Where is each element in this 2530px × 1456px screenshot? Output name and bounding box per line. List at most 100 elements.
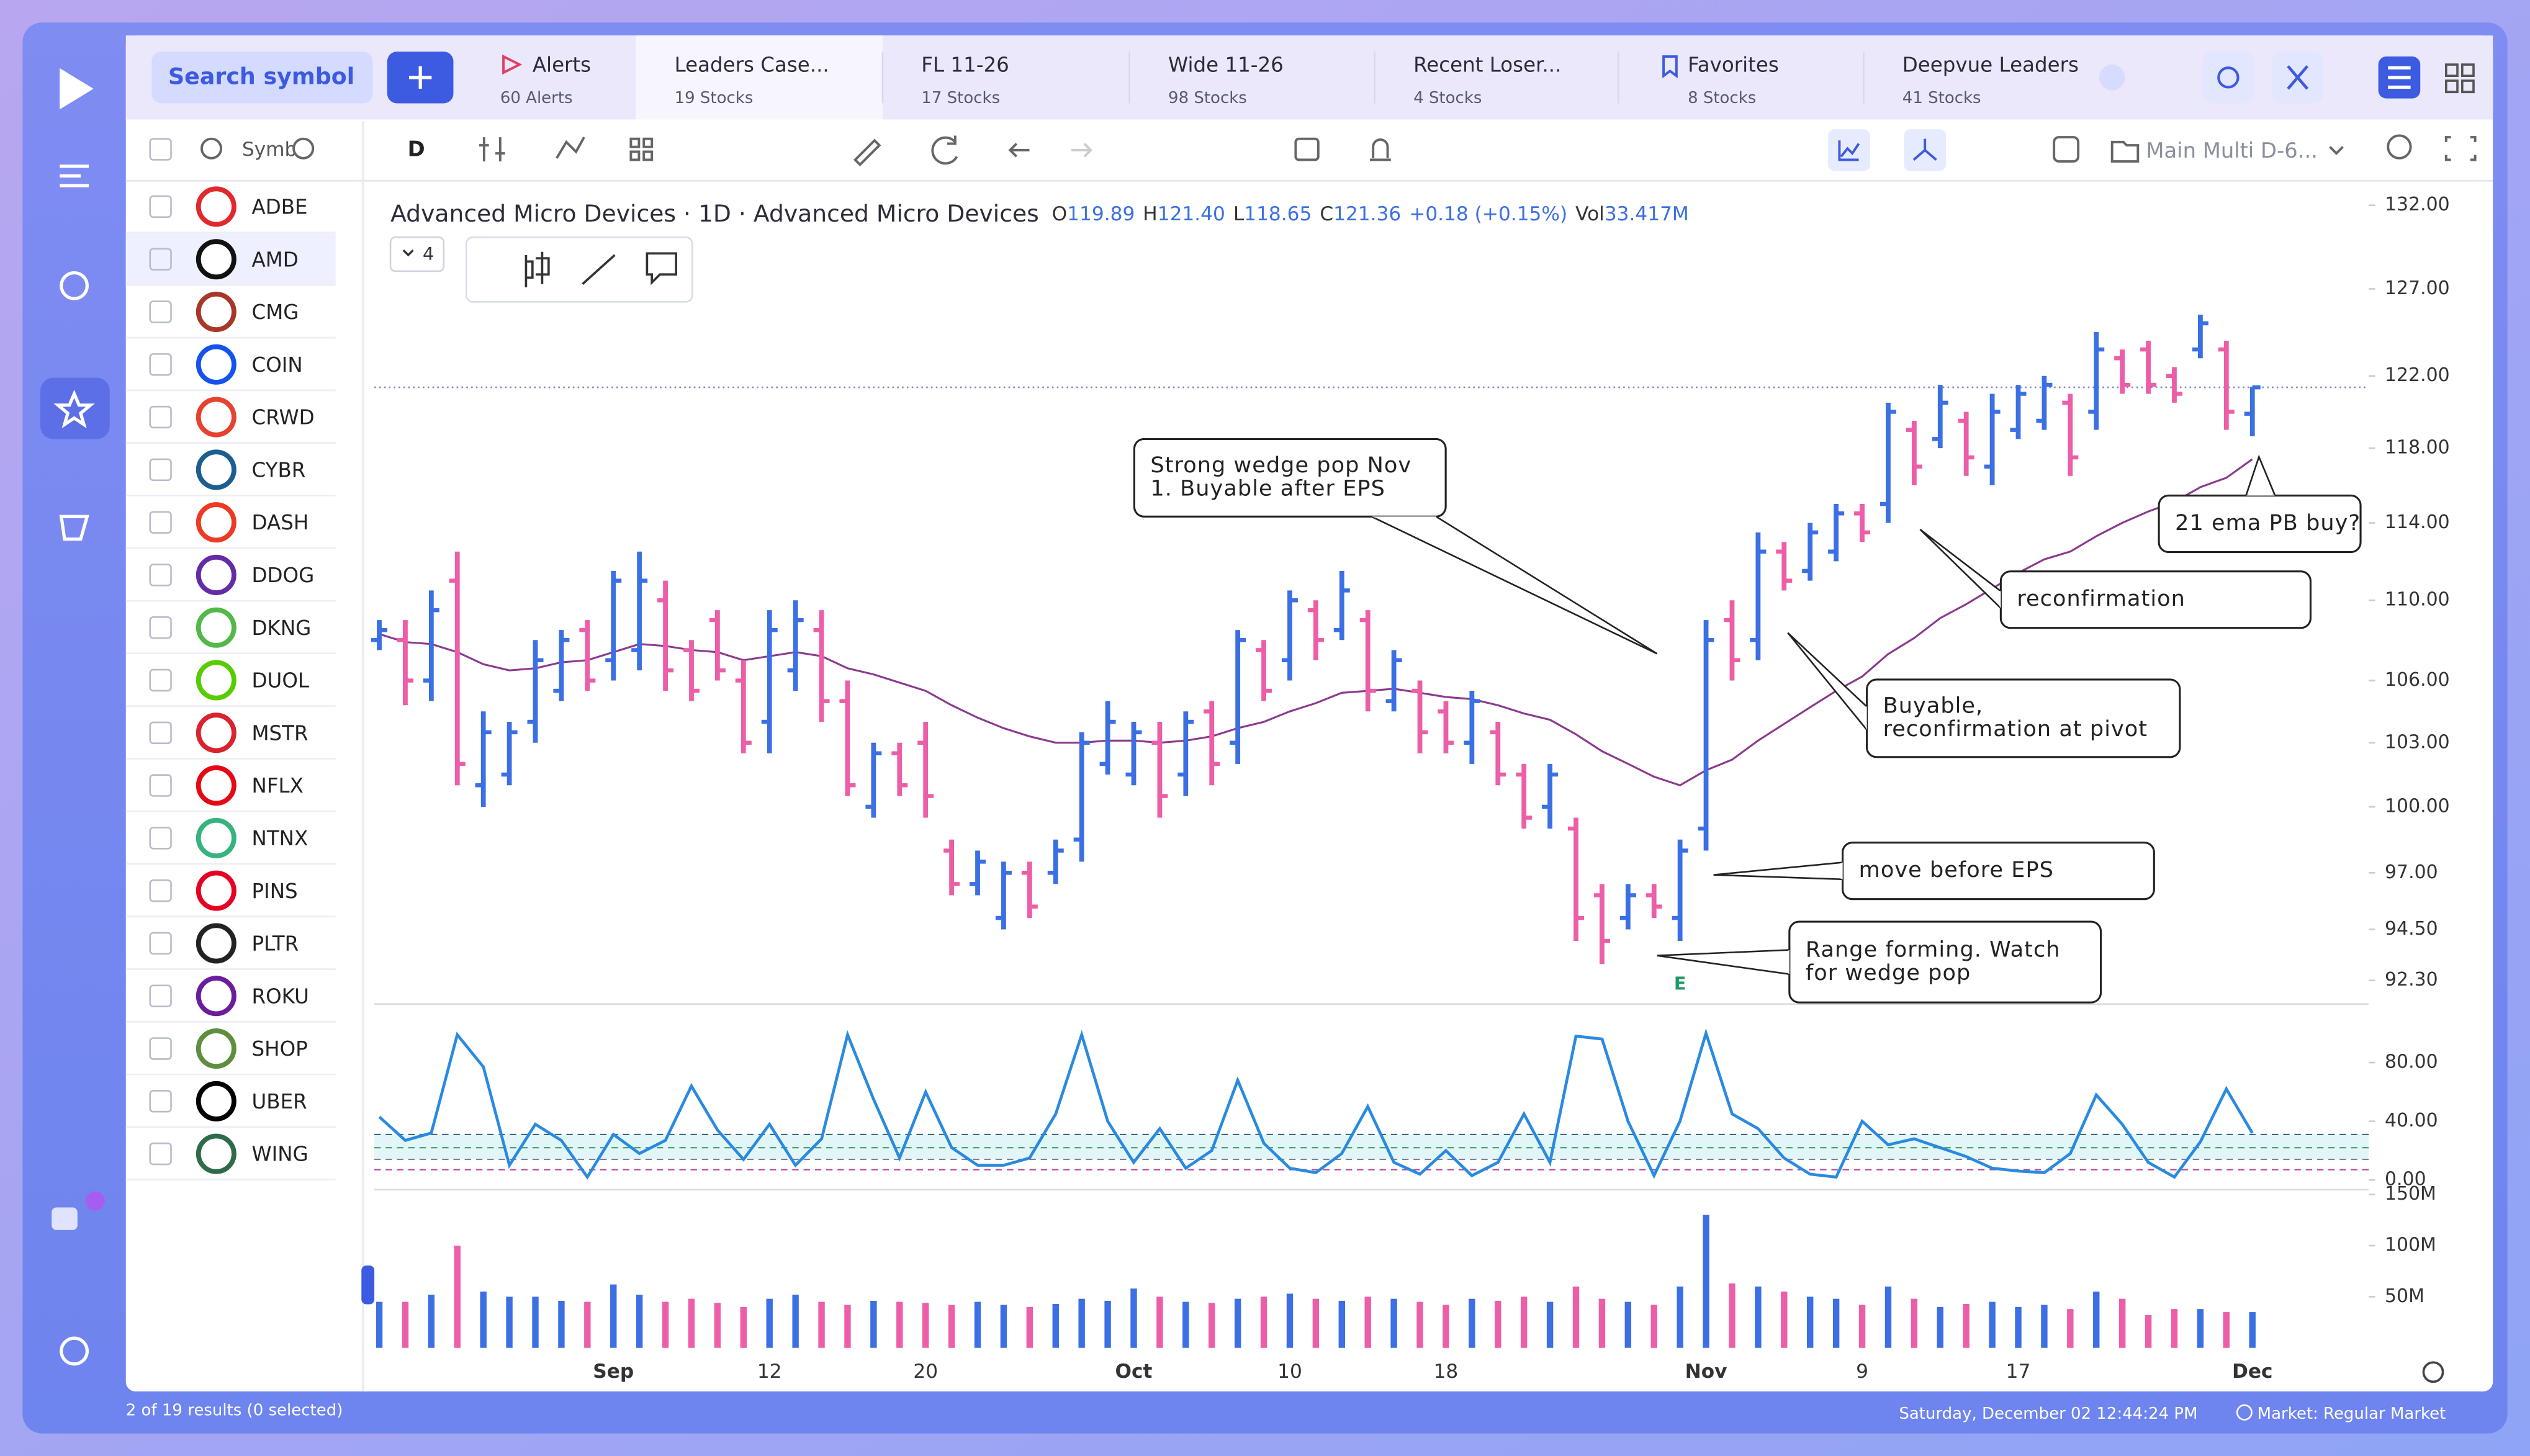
tab[interactable] bbox=[1375, 35, 1619, 119]
x-tick-label: Oct bbox=[1115, 1360, 1153, 1383]
dropdown[interactable] bbox=[2329, 146, 2344, 155]
symbol-ticker[interactable]: ROKU bbox=[252, 984, 309, 1008]
avatar[interactable] bbox=[52, 1207, 78, 1230]
axis-settings[interactable] bbox=[2422, 1361, 2444, 1383]
tab[interactable] bbox=[1130, 35, 1375, 119]
row-checkbox[interactable] bbox=[149, 511, 172, 534]
nav-screener[interactable] bbox=[59, 515, 89, 541]
volume-bar bbox=[1443, 1305, 1449, 1348]
row-checkbox[interactable] bbox=[149, 195, 172, 218]
layout-name[interactable]: Main Multi D-6... bbox=[2146, 138, 2318, 163]
tab-name[interactable]: Leaders Case... bbox=[675, 53, 829, 77]
legend-change: +0.18 (+0.15%) bbox=[1409, 203, 1567, 225]
chart-type[interactable] bbox=[1838, 140, 1860, 161]
indicator-toggle[interactable] bbox=[389, 236, 445, 272]
row-checkbox[interactable] bbox=[149, 353, 172, 376]
symbol-ticker[interactable]: UBER bbox=[252, 1090, 307, 1113]
grid-view[interactable] bbox=[2445, 63, 2475, 94]
pane-handle[interactable] bbox=[361, 1265, 375, 1305]
nav-scan[interactable] bbox=[60, 271, 89, 300]
row-checkbox[interactable] bbox=[149, 564, 172, 586]
symbol-logo bbox=[196, 712, 236, 753]
draw[interactable] bbox=[853, 138, 881, 167]
tab-name[interactable]: Wide 11-26 bbox=[1168, 53, 1284, 77]
symbol-ticker[interactable]: NFLX bbox=[252, 774, 304, 798]
refresh[interactable] bbox=[931, 135, 958, 165]
tab-active[interactable] bbox=[636, 35, 883, 120]
panels[interactable] bbox=[2053, 136, 2080, 163]
row-checkbox[interactable] bbox=[149, 879, 172, 902]
symbol-ticker[interactable]: CYBR bbox=[252, 458, 306, 482]
select-all[interactable] bbox=[149, 138, 172, 161]
row-checkbox[interactable] bbox=[149, 1090, 172, 1113]
fullscreen[interactable] bbox=[2444, 136, 2477, 161]
symbol-logo bbox=[196, 291, 236, 333]
search-box[interactable] bbox=[151, 52, 373, 104]
alert[interactable] bbox=[1369, 138, 1391, 161]
row-checkbox[interactable] bbox=[149, 405, 172, 429]
row-checkbox[interactable] bbox=[149, 458, 172, 482]
folder[interactable] bbox=[2110, 140, 2140, 163]
tab-name[interactable]: Deepvue Leaders bbox=[1902, 53, 2079, 77]
symbol-ticker[interactable]: CMG bbox=[252, 300, 299, 324]
share-button[interactable] bbox=[2202, 52, 2254, 104]
symbol-ticker[interactable]: DKNG bbox=[252, 616, 312, 640]
oscillator-line bbox=[378, 1028, 2254, 1180]
symbol-ticker[interactable]: NTNX bbox=[252, 827, 308, 850]
row-checkbox[interactable] bbox=[149, 932, 172, 955]
tab-name[interactable]: Favorites bbox=[1688, 53, 1779, 77]
compare[interactable] bbox=[1912, 138, 1937, 161]
symbol-ticker[interactable]: DUOL bbox=[252, 669, 309, 693]
symbol-ticker[interactable]: DDOG bbox=[252, 564, 315, 587]
volume-bar bbox=[974, 1301, 981, 1348]
symbol-ticker[interactable]: AMD bbox=[252, 248, 299, 271]
tab-dropdown[interactable] bbox=[2099, 65, 2125, 91]
symbol-ticker[interactable]: CRWD bbox=[252, 406, 315, 429]
symbol-ticker[interactable]: PINS bbox=[252, 879, 298, 903]
tab-name[interactable]: Alerts bbox=[533, 53, 591, 77]
row-checkbox[interactable] bbox=[149, 1037, 172, 1060]
legend-value: 119.89 bbox=[1067, 203, 1135, 225]
symbol-ticker[interactable]: ADBE bbox=[252, 195, 308, 219]
symbol-ticker[interactable]: MSTR bbox=[252, 721, 308, 745]
osc-tick-label: 80.00 bbox=[2385, 1051, 2438, 1073]
volume-bar bbox=[1807, 1296, 1814, 1348]
tab[interactable] bbox=[883, 35, 1130, 119]
nav-list[interactable] bbox=[60, 164, 89, 187]
settings-icon[interactable] bbox=[200, 137, 223, 160]
symbol-ticker[interactable]: DASH bbox=[252, 511, 309, 534]
interval[interactable]: D bbox=[408, 137, 425, 161]
calendar[interactable] bbox=[1294, 137, 1320, 161]
nav-active-bg[interactable] bbox=[40, 377, 110, 439]
settings-icon[interactable] bbox=[292, 137, 315, 160]
row-checkbox[interactable] bbox=[149, 616, 172, 639]
bar-style[interactable] bbox=[479, 137, 505, 162]
layouts[interactable] bbox=[629, 137, 654, 161]
row-checkbox[interactable] bbox=[149, 984, 172, 1007]
tab-bar bbox=[125, 35, 2493, 120]
symbol-ticker[interactable]: PLTR bbox=[252, 932, 299, 956]
symbol-ticker[interactable]: WING bbox=[252, 1143, 308, 1166]
row-checkbox[interactable] bbox=[149, 668, 172, 692]
symbol-ticker[interactable]: COIN bbox=[252, 353, 303, 377]
symbol-ticker[interactable]: SHOP bbox=[252, 1037, 308, 1061]
chart-settings[interactable] bbox=[2387, 134, 2412, 160]
indicators[interactable] bbox=[556, 137, 585, 159]
row-checkbox[interactable] bbox=[149, 300, 172, 323]
undo[interactable] bbox=[1008, 143, 1030, 158]
drawing-tools[interactable] bbox=[524, 251, 678, 287]
legend-vol-value: 33.417M bbox=[1605, 203, 1689, 225]
nav-help[interactable] bbox=[60, 1336, 89, 1366]
row-checkbox[interactable] bbox=[149, 721, 172, 745]
tab-name[interactable]: Recent Loser... bbox=[1413, 53, 1561, 77]
row-checkbox[interactable] bbox=[149, 827, 172, 850]
search-placeholder[interactable]: Search symbol bbox=[168, 63, 354, 89]
row-checkbox[interactable] bbox=[149, 248, 172, 271]
nav-watchlist[interactable] bbox=[53, 390, 95, 429]
row-checkbox[interactable] bbox=[149, 774, 172, 797]
row-checkbox[interactable] bbox=[149, 1142, 172, 1166]
volume-bar bbox=[1937, 1306, 1943, 1348]
tab-name[interactable]: FL 11-26 bbox=[921, 53, 1009, 77]
volume-bar bbox=[2093, 1292, 2100, 1348]
volume-bar bbox=[2015, 1306, 2022, 1348]
